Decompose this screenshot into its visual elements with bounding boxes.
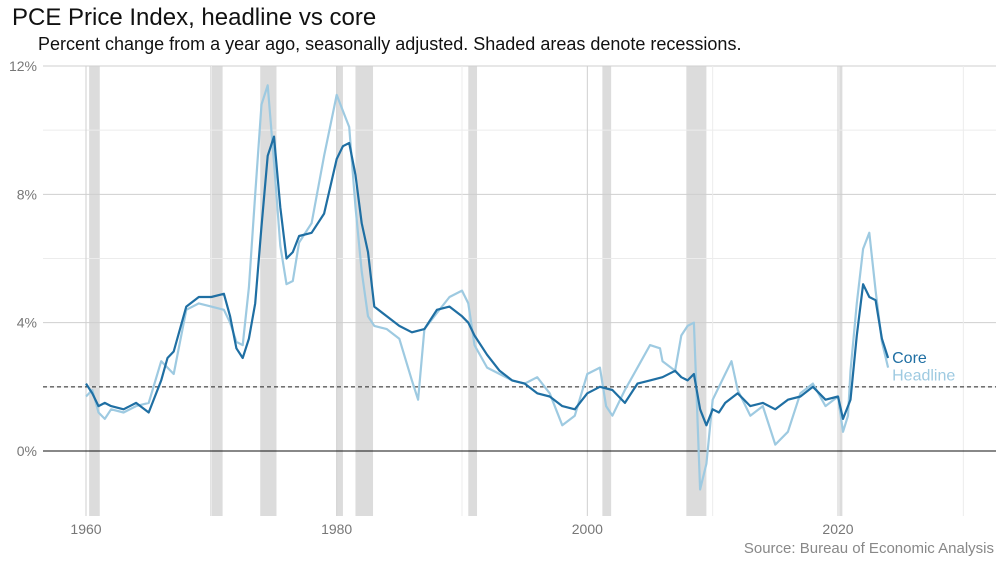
series-label-headline: Headline: [892, 368, 955, 385]
x-tick-label: 1960: [70, 521, 101, 537]
chart-title: PCE Price Index, headline vs core: [12, 4, 377, 31]
axis-ticks: 0% 4% 8% 12% 1960 1980 2000 2020: [9, 58, 854, 537]
recession-band: [686, 66, 707, 516]
x-tick-label: 2020: [822, 521, 853, 537]
y-tick-label: 0%: [17, 443, 37, 459]
series-line-headline: [85, 84, 890, 491]
recession-band: [839, 66, 843, 516]
recession-band: [260, 66, 277, 516]
recession-bands: [89, 66, 843, 516]
series-lines: [85, 84, 890, 491]
recession-band: [336, 66, 343, 516]
recession-band: [210, 66, 223, 516]
grid-lines: [43, 65, 996, 516]
y-tick-label: 8%: [17, 186, 37, 202]
series-line-core: [85, 135, 890, 427]
x-tick-label: 2000: [572, 521, 603, 537]
recession-band: [468, 66, 478, 516]
reference-lines: [43, 386, 996, 452]
series-label-core: Core: [892, 350, 927, 367]
recession-band: [602, 66, 612, 516]
chart-subtitle: Percent change from a year ago, seasonal…: [38, 34, 742, 54]
x-tick-label: 1980: [321, 521, 352, 537]
recession-band: [89, 66, 100, 516]
y-tick-label: 4%: [17, 315, 37, 331]
chart-caption: Source: Bureau of Economic Analysis: [743, 540, 994, 557]
y-tick-label: 12%: [9, 58, 37, 74]
